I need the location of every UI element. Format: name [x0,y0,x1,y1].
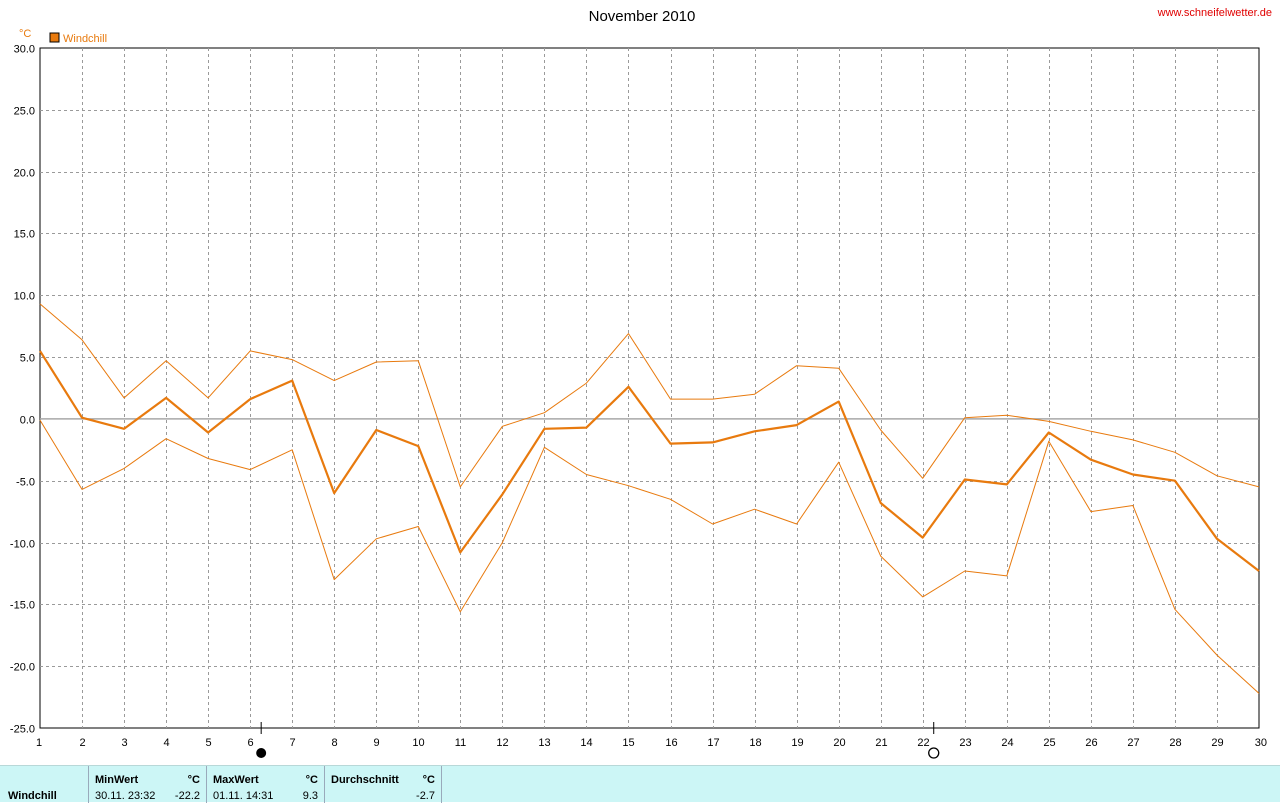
x-tick-label: 10 [412,737,424,749]
x-tick-label: 21 [875,737,887,749]
x-tick-label: 30 [1255,737,1267,749]
x-tick-label: 29 [1211,737,1223,749]
y-tick-label: -15.0 [10,600,35,612]
x-tick-label: 2 [79,737,85,749]
x-tick-label: 5 [205,737,211,749]
max-value: 9.3 [302,790,318,802]
axis-layer: 1 2 3 4 5 6 7 8 9 10 11 12 13 14 15 16 17 18 19 20 21 22 23 24 2… [10,44,1267,750]
y-tick-label: 25.0 [14,106,35,118]
unit-label: °C [19,28,31,40]
y-tick-label: 20.0 [14,168,35,180]
avg-unit: °C [422,774,435,786]
x-tick-label: 8 [331,737,337,749]
x-tick-label: 16 [665,737,677,749]
x-tick-label: 23 [959,737,971,749]
new-moon-icon [256,748,267,758]
min-datetime: 30.11. 23:32 [95,790,156,802]
series-line-min [39,419,1260,694]
moon-layer [256,722,940,759]
x-tick-label: 3 [121,737,127,749]
avg-value-cell: Durchschnitt °C -2.7 [324,766,442,803]
x-tick-label: 13 [538,737,550,749]
x-tick-label: 6 [247,737,253,749]
y-tick-label: 15.0 [14,229,35,241]
y-tick-label: 5.0 [20,353,35,365]
x-tick-label: 25 [1043,737,1055,749]
grid-layer [40,48,1259,728]
x-tick-label: 22 [917,737,929,749]
max-datetime: 01.11. 14:31 [213,790,274,802]
avg-header: Durchschnitt [331,774,399,786]
x-tick-label: 17 [707,737,719,749]
source-url: www.schneifelwetter.de [1157,7,1272,19]
avg-value: -2.7 [416,790,435,802]
max-header: MaxWert [213,774,259,786]
windchill-chart: 1 2 3 4 5 6 7 8 9 10 11 12 13 14 15 16 17 18 19 20 21 22 23 24 2… [10,7,1272,759]
x-tick-label: 27 [1127,737,1139,749]
statistics-footer: Windchill MinWert °C 30.11. 23:32 -22.2 … [0,765,1280,803]
x-tick-label: 20 [833,737,845,749]
y-tick-label: -10.0 [10,539,35,551]
y-tick-label: -5.0 [16,477,35,489]
legend-label: Windchill [63,33,107,45]
chart-title: November 2010 [589,8,696,25]
x-tick-label: 14 [580,737,592,749]
max-value-cell: MaxWert °C 01.11. 14:31 9.3 [206,766,324,803]
min-unit: °C [187,774,200,786]
y-tick-label: 30.0 [14,44,35,56]
x-tick-label: 9 [373,737,379,749]
series-line-avg [39,350,1260,572]
x-tick-label: 11 [455,737,466,749]
y-tick-label: -25.0 [10,724,35,736]
footer-series-name: Windchill [8,790,57,802]
y-tick-label: -20.0 [10,662,35,674]
y-tick-label: 0.0 [20,415,35,427]
x-tick-label: 28 [1169,737,1181,749]
x-tick-label: 12 [496,737,508,749]
series-layer [39,303,1260,694]
min-header: MinWert [95,774,139,786]
min-value: -22.2 [174,790,200,802]
full-moon-icon [928,747,940,759]
x-tick-label: 18 [749,737,761,749]
legend-swatch [49,32,60,43]
x-tick-label: 7 [289,737,295,749]
series-line-max [39,303,1260,488]
min-value-cell: MinWert °C 30.11. 23:32 -22.2 [88,766,206,803]
max-unit: °C [305,774,318,786]
x-tick-label: 19 [791,737,803,749]
x-tick-label: 1 [36,737,42,749]
x-tick-label: 15 [622,737,634,749]
y-tick-label: 10.0 [14,291,35,303]
x-tick-label: 24 [1001,737,1013,749]
plot-area [39,47,1260,729]
x-tick-label: 26 [1085,737,1097,749]
x-tick-label: 4 [163,737,169,749]
